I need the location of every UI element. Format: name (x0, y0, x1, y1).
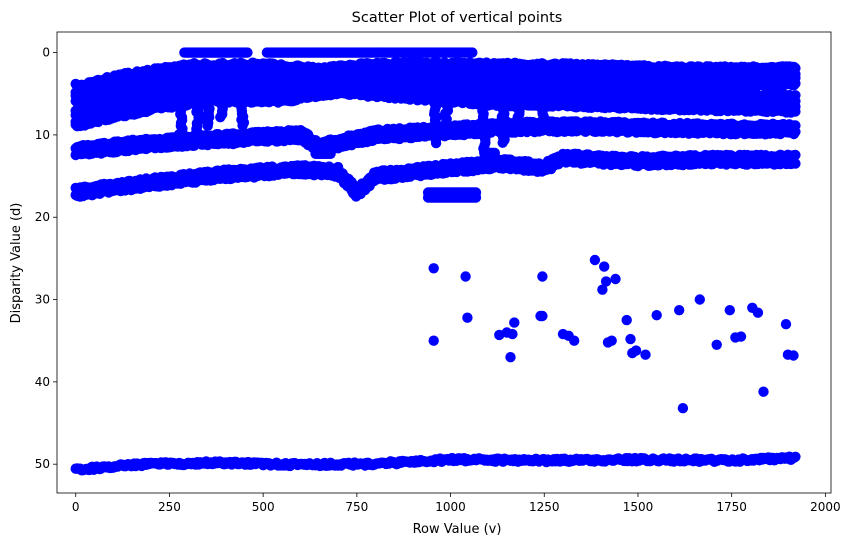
data-point (790, 106, 801, 117)
data-point (790, 126, 801, 137)
chart-title: Scatter Plot of vertical points (352, 10, 563, 26)
points-layer (70, 47, 801, 476)
data-point (790, 78, 801, 89)
